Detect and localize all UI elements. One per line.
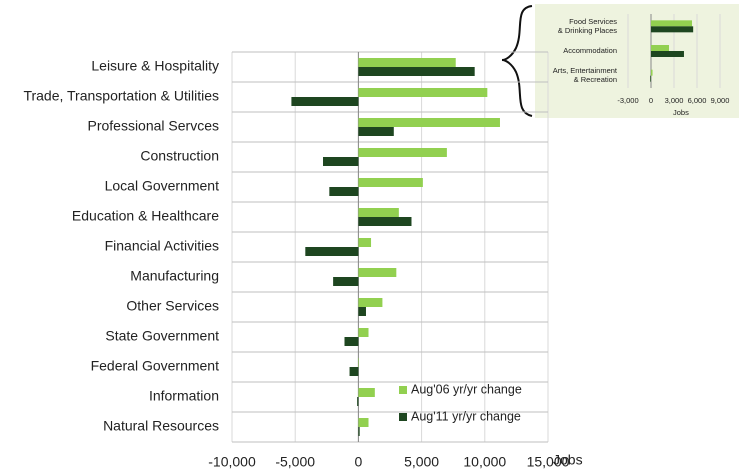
y-tick-label: Leisure & Hospitality	[91, 58, 219, 74]
bar	[323, 157, 359, 166]
bar	[651, 69, 653, 76]
x-tick-label: -3,000	[617, 96, 638, 105]
bar	[358, 118, 500, 127]
legend-label: Aug'11 yr/yr change	[411, 409, 521, 423]
x-tick-label: 3,000	[665, 96, 684, 105]
y-tick-label: & Drinking Places	[558, 26, 617, 35]
y-tick-label: Professional Servces	[87, 118, 219, 134]
bar	[358, 88, 488, 97]
y-tick-label: Federal Government	[91, 358, 220, 374]
x-tick-label: -10,000	[208, 454, 256, 470]
y-tick-label: Information	[149, 388, 219, 404]
y-tick-label: Local Government	[105, 178, 220, 194]
bar	[650, 75, 651, 82]
y-tick-label: Accommodation	[563, 46, 617, 55]
bar	[291, 97, 359, 106]
bar	[344, 337, 359, 346]
bar	[358, 127, 394, 136]
y-tick-label: Education & Healthcare	[72, 208, 219, 224]
x-tick-label: -5,000	[275, 454, 315, 470]
bar	[358, 208, 399, 217]
bar	[333, 277, 359, 286]
y-tick-label: Financial Activities	[105, 238, 219, 254]
x-tick-label: 6,000	[688, 96, 707, 105]
bar	[358, 307, 366, 316]
y-tick-label: Construction	[140, 148, 219, 164]
bar	[358, 328, 369, 337]
bar	[358, 238, 372, 247]
x-tick-label: 15,000	[527, 454, 570, 470]
y-tick-label: Trade, Transportation & Utilities	[23, 88, 219, 104]
y-tick-label: Natural Resources	[103, 418, 219, 434]
inset-background	[535, 4, 739, 118]
y-tick-label: & Recreation	[574, 75, 617, 84]
bar	[357, 397, 359, 406]
x-tick-label: 9,000	[711, 96, 730, 105]
bar	[651, 20, 693, 27]
y-tick-label: Other Services	[126, 298, 219, 314]
bar	[358, 298, 383, 307]
legend-swatch	[399, 386, 407, 394]
x-axis-label: Jobs	[553, 452, 583, 468]
y-tick-label: Food Services	[569, 17, 617, 26]
bar	[358, 418, 369, 427]
x-axis-label: Jobs	[673, 108, 689, 117]
x-tick-label: 0	[355, 454, 363, 470]
bar	[651, 51, 684, 57]
bar	[358, 388, 375, 397]
bar	[651, 26, 694, 33]
x-tick-label: 0	[649, 96, 653, 105]
bar	[358, 67, 475, 76]
bar	[358, 178, 423, 187]
bar	[329, 187, 359, 196]
bar	[358, 217, 412, 226]
x-tick-label: 10,000	[463, 454, 506, 470]
legend-swatch	[399, 413, 407, 421]
bar	[358, 58, 456, 67]
y-tick-label: State Government	[105, 328, 219, 344]
bar	[358, 268, 397, 277]
bar	[358, 427, 360, 436]
bar	[305, 247, 359, 256]
legend-label: Aug'06 yr/yr change	[411, 382, 522, 396]
bar	[651, 45, 670, 51]
y-tick-label: Manufacturing	[130, 268, 219, 284]
bar	[358, 358, 359, 367]
x-tick-label: 5,000	[404, 454, 439, 470]
bar	[358, 148, 447, 157]
y-tick-label: Arts, Entertainment	[553, 66, 618, 75]
bar	[349, 367, 359, 376]
brace	[501, 5, 533, 117]
